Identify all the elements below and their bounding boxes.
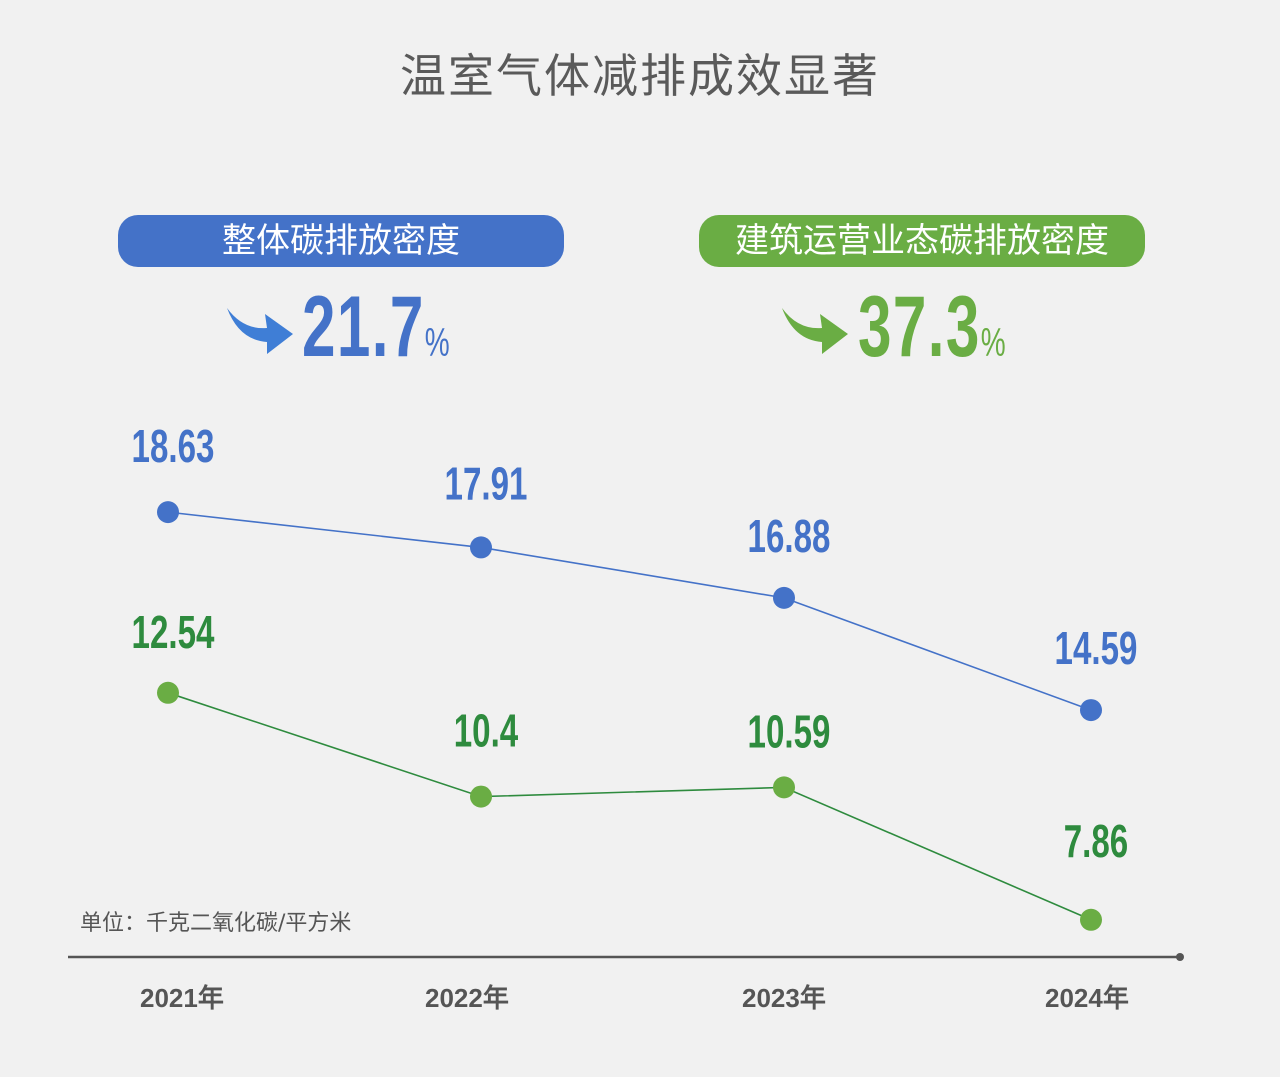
data-label: 14.59 [1055,624,1138,674]
data-point [773,586,795,609]
percent-sign: % [424,321,452,365]
series-line [167,692,1092,921]
data-label: 10.4 [454,706,519,756]
percent-sign: % [980,321,1008,365]
data-point [157,501,179,524]
overall-reduction: 21.7% [302,278,451,377]
data-label: 16.88 [748,512,831,562]
data-point [470,536,492,559]
data-label: 7.86 [1064,817,1128,867]
unit-label: 单位：千克二氧化碳/平方米 [80,911,352,936]
series-line [167,511,1092,711]
chart-title: 温室气体减排成效显著 [400,49,880,103]
data-point [773,776,795,799]
x-tick-label: 2021年 [140,983,224,1013]
data-point [1080,908,1102,931]
x-tick-label: 2022年 [425,983,509,1013]
data-point [157,681,179,704]
data-label: 12.54 [132,608,215,658]
overall-density-badge: 整体碳排放密度 [118,215,564,267]
data-label: 17.91 [445,459,528,509]
building-reduction-value: 37.3 [858,279,981,375]
x-axis-end-dot [1176,953,1184,961]
x-tick-label: 2023年 [742,983,826,1013]
building-reduction: 37.3% [858,278,1007,377]
data-label: 18.63 [132,422,215,472]
down-arrow-icon [227,308,293,354]
data-point [1080,699,1102,722]
data-point [470,785,492,808]
down-arrow-icon [782,308,848,354]
overall-reduction-value: 21.7 [302,279,425,375]
x-tick-label: 2024年 [1045,983,1129,1013]
building-density-badge: 建筑运营业态碳排放密度 [699,215,1145,267]
data-label: 10.59 [748,707,831,757]
